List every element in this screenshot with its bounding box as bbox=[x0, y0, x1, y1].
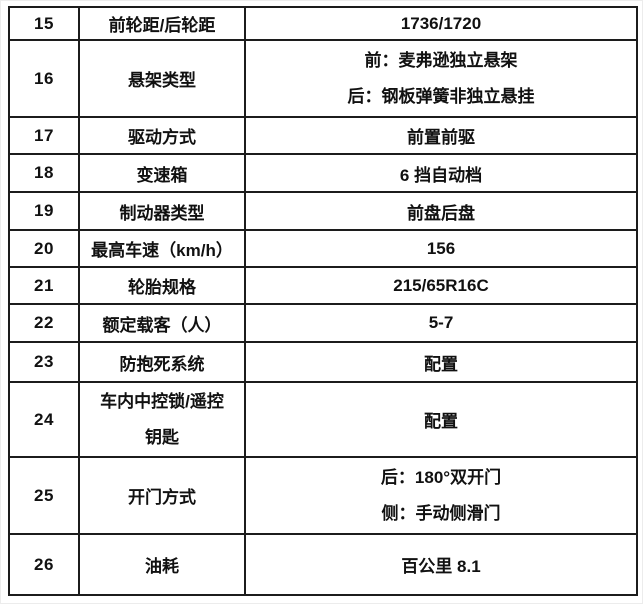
row-number: 22 bbox=[8, 303, 80, 343]
table-row: 26 油耗 百公里 8.1 bbox=[8, 533, 638, 596]
row-number: 23 bbox=[8, 341, 80, 383]
table-row: 24 车内中控锁/遥控 钥匙 配置 bbox=[8, 381, 638, 458]
row-number: 18 bbox=[8, 153, 80, 193]
row-number: 15 bbox=[8, 6, 80, 41]
spec-label: 驱动方式 bbox=[78, 116, 246, 155]
spec-value: 后：180°双开门 侧：手动侧滑门 bbox=[244, 456, 638, 535]
table-row: 17 驱动方式 前置前驱 bbox=[8, 116, 638, 155]
spec-label: 前轮距/后轮距 bbox=[78, 6, 246, 41]
spec-value: 配置 bbox=[244, 381, 638, 458]
row-number: 16 bbox=[8, 39, 80, 118]
table-row: 18 变速箱 6 挡自动档 bbox=[8, 153, 638, 193]
spec-label: 油耗 bbox=[78, 533, 246, 596]
spec-value-line-2: 侧：手动侧滑门 bbox=[381, 503, 501, 523]
row-number: 24 bbox=[8, 381, 80, 458]
table-row: 21 轮胎规格 215/65R16C bbox=[8, 266, 638, 305]
row-number: 19 bbox=[8, 191, 80, 231]
table-row: 22 额定载客（人） 5-7 bbox=[8, 303, 638, 343]
spec-label: 制动器类型 bbox=[78, 191, 246, 231]
spec-value: 5-7 bbox=[244, 303, 638, 343]
row-number: 25 bbox=[8, 456, 80, 535]
spec-label: 车内中控锁/遥控 钥匙 bbox=[78, 381, 246, 458]
spec-value: 6 挡自动档 bbox=[244, 153, 638, 193]
spec-value: 215/65R16C bbox=[244, 266, 638, 305]
spec-value: 前置前驱 bbox=[244, 116, 638, 155]
row-number: 21 bbox=[8, 266, 80, 305]
spec-label: 悬架类型 bbox=[78, 39, 246, 118]
spec-label: 轮胎规格 bbox=[78, 266, 246, 305]
spec-value-line-1: 后：180°双开门 bbox=[380, 467, 502, 487]
row-number: 17 bbox=[8, 116, 80, 155]
spec-value: 156 bbox=[244, 229, 638, 268]
table-row: 15 前轮距/后轮距 1736/1720 bbox=[8, 6, 638, 41]
spec-label: 最高车速（km/h） bbox=[78, 229, 246, 268]
spec-label-line-2: 钥匙 bbox=[145, 427, 179, 447]
spec-label: 变速箱 bbox=[78, 153, 246, 193]
table-row: 19 制动器类型 前盘后盘 bbox=[8, 191, 638, 231]
spec-label: 额定载客（人） bbox=[78, 303, 246, 343]
spec-label: 开门方式 bbox=[78, 456, 246, 535]
spec-value: 前：麦弗逊独立悬架 后：钢板弹簧非独立悬挂 bbox=[244, 39, 638, 118]
spec-table: 15 前轮距/后轮距 1736/1720 16 悬架类型 前：麦弗逊独立悬架 后… bbox=[8, 6, 638, 596]
row-number: 26 bbox=[8, 533, 80, 596]
spec-value-line-2: 后：钢板弹簧非独立悬挂 bbox=[347, 86, 535, 106]
spec-value: 1736/1720 bbox=[244, 6, 638, 41]
table-row: 23 防抱死系统 配置 bbox=[8, 341, 638, 383]
spec-value: 百公里 8.1 bbox=[244, 533, 638, 596]
spec-value-line-1: 前：麦弗逊独立悬架 bbox=[364, 50, 518, 70]
row-number: 20 bbox=[8, 229, 80, 268]
table-row: 20 最高车速（km/h） 156 bbox=[8, 229, 638, 268]
spec-label-line-1: 车内中控锁/遥控 bbox=[100, 391, 224, 411]
spec-value: 前盘后盘 bbox=[244, 191, 638, 231]
spec-label: 防抱死系统 bbox=[78, 341, 246, 383]
table-row: 25 开门方式 后：180°双开门 侧：手动侧滑门 bbox=[8, 456, 638, 535]
table-row: 16 悬架类型 前：麦弗逊独立悬架 后：钢板弹簧非独立悬挂 bbox=[8, 39, 638, 118]
spec-value: 配置 bbox=[244, 341, 638, 383]
